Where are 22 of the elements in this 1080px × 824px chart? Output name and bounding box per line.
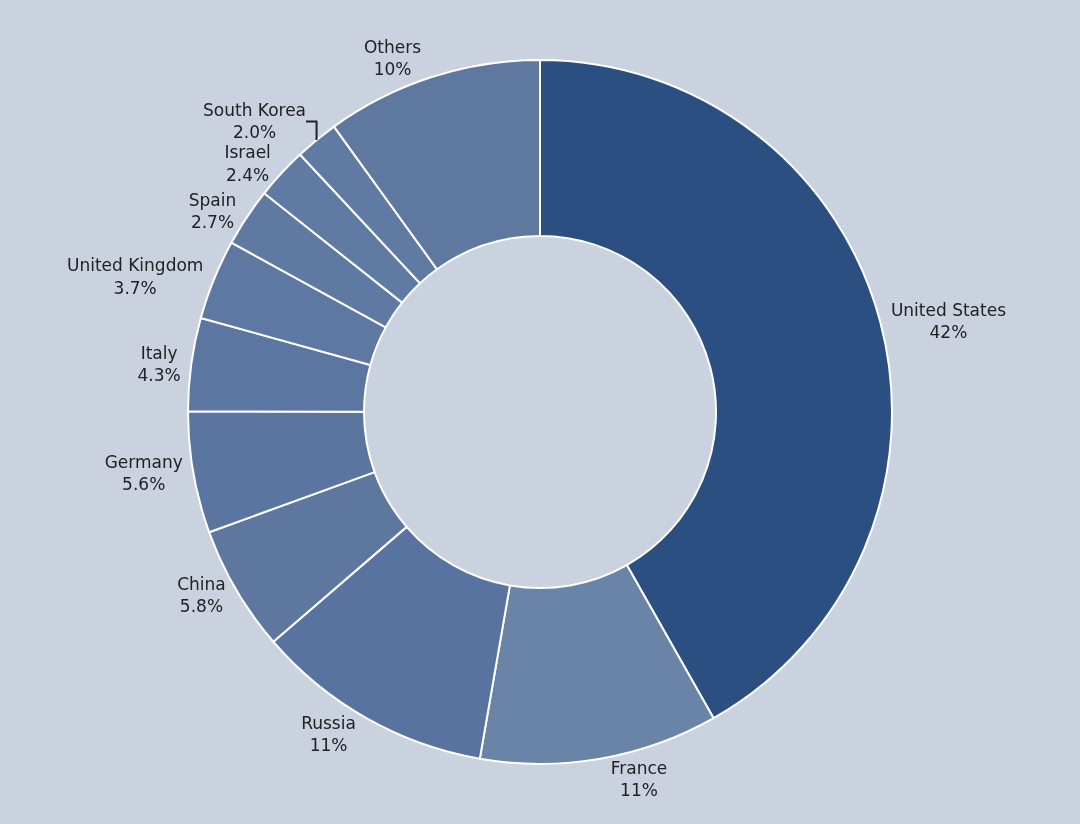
slice-label: Spain [188,189,237,210]
slice-label: Germany [104,452,183,473]
data-label: 2.4% [226,164,270,185]
data-label: 11% [620,780,658,801]
slice-label: Israel [224,142,271,163]
slice-label: United States [890,299,1007,320]
data-label: 4.3% [137,364,181,385]
data-label: 2.0% [232,122,277,143]
data-label: 3.7% [113,277,157,298]
data-label: 5.8% [179,596,224,617]
slice-label: France [610,758,668,779]
data-label: 42% [929,321,968,342]
data-label: 2.7% [190,211,235,232]
data-label: 11% [309,735,348,756]
slice-label: Italy [140,342,178,363]
data-label: 10% [373,59,412,80]
slice-label: United Kingdom [66,255,204,276]
data-label: 5.6% [122,474,166,495]
slice-label: Russia [301,713,356,734]
slice-label: South Korea [203,100,307,121]
slice-label: Others [363,36,422,57]
slice-label: China [177,574,226,595]
